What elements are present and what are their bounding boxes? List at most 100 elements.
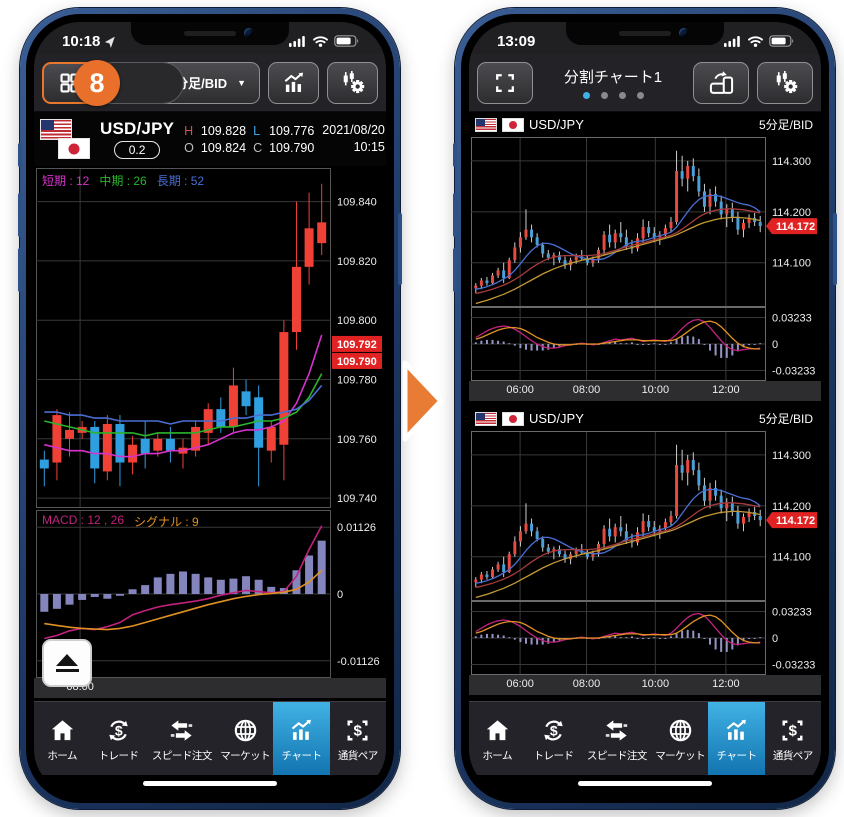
time-axis: 06:00 08:00 10:00 12:00 — [469, 381, 821, 401]
svg-text:0.01126: 0.01126 — [337, 522, 376, 534]
battery-icon — [769, 35, 795, 47]
nav-item-home[interactable]: ホーム — [34, 702, 90, 775]
jp-flag-icon — [502, 117, 524, 132]
bezel: 10:18 8 5分足/BID ▼ — [26, 14, 394, 803]
page-dot[interactable] — [600, 92, 608, 99]
svg-text:109.780: 109.780 — [337, 375, 377, 387]
macd-chart[interactable]: 0.03233 0 -0.03233 — [469, 307, 819, 381]
nav-item-market[interactable]: マーケット — [217, 702, 273, 775]
speaker — [184, 31, 236, 36]
split-chart-title-block: 分割チャート1 — [541, 66, 685, 99]
chart-settings-button[interactable] — [327, 61, 378, 104]
nav-item-speed-order[interactable]: スピード注文 — [147, 702, 217, 775]
annotation-step-badge: 8 — [74, 60, 120, 106]
nav-item-market[interactable]: マーケット — [652, 702, 708, 775]
price-chart[interactable]: 114.300 114.200 114.100 114.172 — [469, 431, 819, 601]
page-dots[interactable] — [582, 92, 644, 99]
candle-gear-icon — [772, 69, 799, 96]
trade-icon — [540, 717, 567, 744]
nav-label: マーケット — [655, 749, 706, 762]
svg-text:-0.03233: -0.03233 — [772, 659, 815, 671]
time-tick: 08:00 — [572, 678, 601, 690]
ohlc-values: H 109.828 L 109.776 O 109.824 C 109.790 — [184, 124, 314, 155]
panel-header[interactable]: USD/JPY 5分足/BID — [469, 112, 821, 137]
wifi-icon — [747, 35, 764, 47]
nav-item-chart[interactable]: チャート — [708, 702, 765, 775]
svg-text:109.820: 109.820 — [337, 256, 377, 268]
spread-badge: 0.2 — [113, 141, 161, 159]
time-tick: 06:00 — [506, 384, 534, 396]
chart-area: 短期 : 12 中期 : 26 長期 : 52 109.840 109.820 10… — [34, 166, 386, 701]
svg-text:109.840: 109.840 — [337, 197, 377, 209]
indicator-button[interactable] — [268, 61, 319, 104]
svg-text:-0.01126: -0.01126 — [337, 656, 380, 668]
svg-text:109.790: 109.790 — [337, 356, 377, 368]
macd-legend: MACD : 12 , 26 シグナル : 9 — [42, 513, 199, 530]
quote-header[interactable]: USD/JPY 0.2 H 109.828 L 109.776 O 109.82… — [34, 112, 386, 166]
transition-arrow — [402, 360, 444, 442]
mute-switch — [18, 143, 22, 167]
nav-label: 通貨ペア — [772, 749, 814, 762]
panel-header[interactable]: USD/JPY 5分足/BID — [469, 406, 821, 431]
nav-item-trade[interactable]: トレード — [525, 702, 581, 775]
time-tick: 10:00 — [641, 384, 670, 396]
svg-text:0: 0 — [772, 633, 778, 645]
speaker — [619, 31, 671, 36]
svg-text:114.200: 114.200 — [772, 207, 811, 219]
svg-text:114.300: 114.300 — [772, 450, 811, 462]
nav-label: トレード — [533, 749, 574, 762]
notch — [131, 22, 289, 45]
home-indicator[interactable] — [34, 775, 386, 795]
globe-icon — [667, 717, 694, 744]
nav-item-speed-order[interactable]: スピード注文 — [582, 702, 652, 775]
low-label: L — [253, 123, 261, 138]
power-button — [833, 213, 837, 285]
front-camera — [244, 28, 254, 38]
nav-item-chart[interactable]: チャート — [273, 702, 330, 775]
nav-item-currency-pair[interactable]: 通貨ペア — [330, 702, 386, 775]
chart-settings-button[interactable] — [757, 61, 813, 104]
nav-label: スピード注文 — [151, 749, 213, 762]
wifi-icon — [312, 35, 329, 47]
rotate-device-button[interactable] — [693, 61, 749, 104]
price-chart[interactable]: 114.300 114.200 114.100 114.172 — [469, 137, 819, 307]
svg-text:114.100: 114.100 — [772, 258, 811, 270]
eject-icon — [56, 653, 78, 666]
close-label: C — [253, 140, 263, 155]
nav-label: ホーム — [47, 749, 77, 762]
fullscreen-button[interactable] — [477, 61, 533, 104]
notch — [566, 22, 724, 45]
close-value: 109.790 — [269, 140, 315, 155]
battery-icon — [334, 35, 360, 47]
trade-icon — [105, 717, 132, 744]
low-value: 109.776 — [269, 123, 315, 138]
status-time: 13:09 — [497, 32, 536, 50]
nav-item-home[interactable]: ホーム — [469, 702, 525, 775]
collapse-panel-button[interactable] — [42, 639, 92, 687]
pair-name: USD/JPY — [100, 119, 175, 138]
page-dot-active[interactable] — [582, 92, 590, 99]
page-dot[interactable] — [618, 92, 626, 99]
price-chart[interactable]: 109.840 109.820 109.800 109.780 109.760 109.7… — [34, 168, 384, 508]
quote-datetime: 2021/08/20 10:15 — [322, 122, 385, 156]
power-button — [398, 213, 402, 285]
svg-text:114.300: 114.300 — [772, 156, 811, 168]
high-value: 109.828 — [200, 123, 247, 138]
page-dot[interactable] — [636, 92, 644, 99]
currency-pair-icon — [779, 717, 806, 744]
svg-text:114.172: 114.172 — [776, 221, 815, 233]
nav-label: ホーム — [482, 749, 512, 762]
macd-chart[interactable]: 0.03233 0 -0.03233 — [469, 601, 819, 675]
ma-short-legend: 短期 : 12 — [42, 174, 90, 188]
chevron-down-icon: ▼ — [237, 77, 247, 88]
home-indicator[interactable] — [469, 775, 821, 795]
status-icons — [724, 35, 795, 47]
nav-item-trade[interactable]: トレード — [90, 702, 146, 775]
speed-order-icon — [168, 717, 195, 744]
nav-item-currency-pair[interactable]: 通貨ペア — [765, 702, 821, 775]
ma-long-legend: 長期 : 52 — [156, 174, 205, 188]
svg-text:114.172: 114.172 — [776, 515, 815, 527]
svg-text:109.792: 109.792 — [337, 339, 377, 351]
page-title: 分割チャート1 — [563, 69, 663, 86]
status-time: 10:18 — [62, 32, 101, 50]
